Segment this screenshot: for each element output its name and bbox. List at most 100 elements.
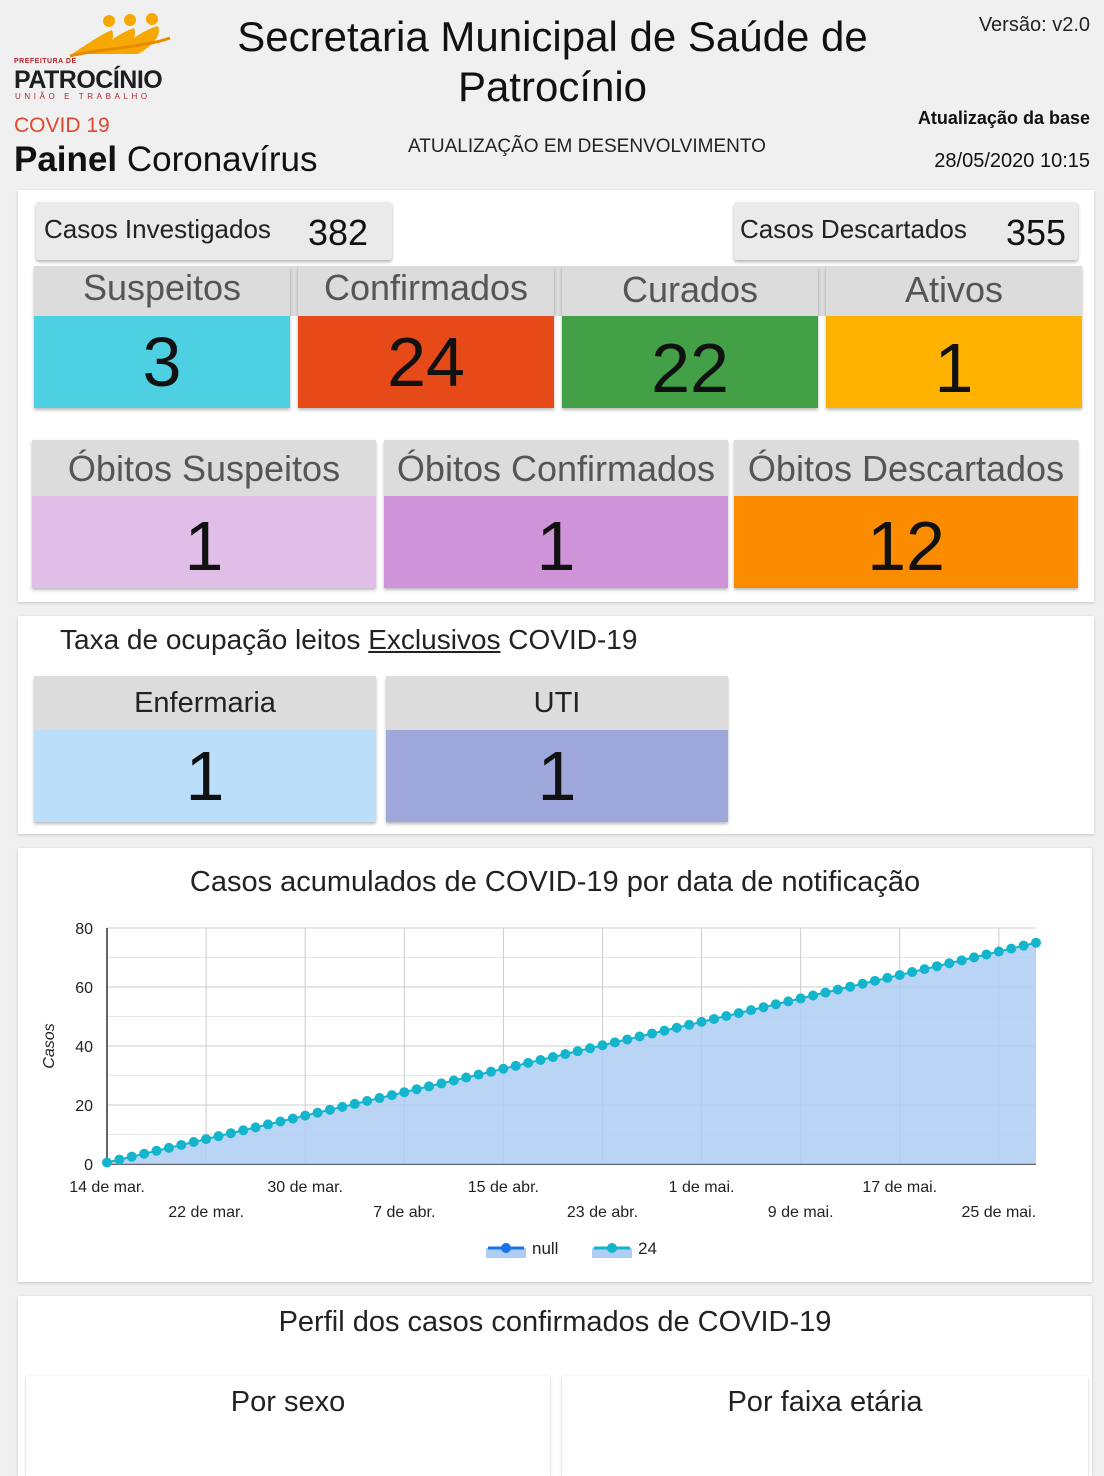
data-point [647, 1028, 658, 1039]
series-line [106, 941, 1037, 1164]
y-axis-title: Casos [41, 1023, 58, 1068]
logo-motto-text: UNIÃO E TRABALHO [15, 92, 151, 101]
card-obitos-descartados: Óbitos Descartados 12 [734, 440, 1078, 588]
card-label: Ativos [826, 266, 1082, 316]
data-point [362, 1095, 373, 1106]
y-tick-label: 20 [75, 1098, 93, 1115]
faixa-title: Por faixa etária [727, 1386, 923, 1418]
data-point [225, 1128, 236, 1139]
data-point [572, 1046, 583, 1057]
data-point [523, 1057, 534, 1068]
x-tick-label: 1 de mai. [669, 1179, 735, 1196]
x-tick-label: 25 de mai. [961, 1204, 1036, 1221]
data-point [448, 1075, 459, 1086]
x-tick-label: 14 de mar. [69, 1179, 145, 1196]
card-value: 1 [384, 496, 728, 588]
x-tick-label: 17 de mai. [862, 1179, 937, 1196]
data-point [622, 1034, 633, 1045]
covid-label: COVID 19 [14, 114, 110, 137]
data-point [473, 1069, 484, 1080]
data-point [188, 1137, 199, 1148]
data-point [585, 1043, 596, 1054]
card-value: 1 [34, 730, 376, 822]
data-point [609, 1037, 620, 1048]
descartados-label: Casos Descartados [740, 214, 967, 244]
data-point [671, 1022, 682, 1033]
data-point [151, 1145, 162, 1156]
card-confirmados: Confirmados 24 [298, 266, 554, 408]
data-point [820, 987, 831, 998]
data-point [374, 1093, 385, 1104]
painel-bold: Painel [14, 140, 118, 179]
data-point [597, 1040, 608, 1051]
data-point [770, 999, 781, 1010]
investigados-label: Casos Investigados [44, 214, 271, 244]
descartados-value: 355 [1006, 212, 1067, 253]
card-value: 12 [734, 496, 1078, 588]
data-point [808, 990, 819, 1001]
sexo-title: Por sexo [230, 1386, 346, 1418]
legend-label: 24 [638, 1239, 657, 1258]
update-date: 28/05/2020 10:15 [934, 150, 1090, 172]
data-point [213, 1131, 224, 1142]
data-point [832, 984, 843, 995]
x-tick-label: 22 de mar. [168, 1204, 244, 1221]
logo-prefeitura-text: PREFEITURA DE [14, 58, 77, 65]
card-value: 3 [34, 316, 290, 408]
data-point [238, 1125, 249, 1136]
data-point [993, 946, 1004, 957]
data-point [1006, 943, 1017, 954]
data-point [498, 1063, 509, 1074]
data-point [708, 1013, 719, 1024]
data-point [349, 1098, 360, 1109]
data-point [882, 972, 893, 983]
card-ativos: Ativos 1 [826, 266, 1082, 408]
prefeitura-logo: PREFEITURA DE PATROCÍNIO UNIÃO E TRABALH… [12, 12, 182, 104]
data-point [126, 1151, 137, 1162]
data-point [795, 993, 806, 1004]
data-point [931, 961, 942, 972]
data-point [424, 1081, 435, 1092]
data-point [560, 1049, 571, 1060]
card-label: Curados [562, 266, 818, 316]
card-obitos-suspeitos: Óbitos Suspeitos 1 [32, 440, 376, 588]
data-point [411, 1084, 422, 1095]
data-point [114, 1154, 125, 1165]
page-title: Secretaria Municipal de Saúde de Patrocí… [237, 13, 868, 110]
cases-chart: 0 20 40 60 80 14 de mar. 22 de mar. 30 de mar. 7… [41, 921, 1041, 1258]
data-point [250, 1122, 261, 1133]
data-point [721, 1011, 732, 1022]
header: PREFEITURA DE PATROCÍNIO UNIÃO E TRABALH… [0, 0, 1104, 190]
card-suspeitos: Suspeitos 3 [34, 266, 290, 408]
data-point [263, 1119, 274, 1130]
x-tick-label: 23 de abr. [567, 1204, 638, 1221]
data-point [399, 1087, 410, 1098]
card-uti: UTI 1 [386, 676, 728, 822]
data-point [1031, 937, 1041, 948]
x-tick-label: 7 de abr. [373, 1204, 435, 1221]
card-label: Óbitos Confirmados [384, 440, 728, 496]
data-point [894, 969, 905, 980]
data-point [696, 1016, 707, 1027]
legend-label: null [532, 1239, 558, 1258]
occupancy-title-underlined: Exclusivos [368, 624, 501, 655]
occupancy-title-pre: Taxa de ocupação leitos [60, 624, 369, 655]
data-point [312, 1107, 323, 1118]
data-point [547, 1052, 558, 1063]
card-label: Óbitos Suspeitos [32, 440, 376, 496]
data-point [969, 952, 980, 963]
logo-city-text: PATROCÍNIO [14, 66, 163, 94]
investigados-value: 382 [308, 212, 369, 253]
data-point [981, 949, 992, 960]
data-point [1018, 940, 1029, 951]
card-label: Suspeitos [34, 266, 290, 316]
card-obitos-confirmados: Óbitos Confirmados 1 [384, 440, 728, 588]
card-value: 22 [562, 316, 818, 408]
card-value: 1 [32, 496, 376, 588]
perfil-title: Perfil dos casos confirmados de COVID-19 [278, 1306, 832, 1338]
data-point [510, 1060, 521, 1071]
data-point [300, 1110, 311, 1121]
y-tick-label: 80 [75, 921, 93, 938]
data-point [337, 1101, 348, 1112]
data-point [944, 958, 955, 969]
